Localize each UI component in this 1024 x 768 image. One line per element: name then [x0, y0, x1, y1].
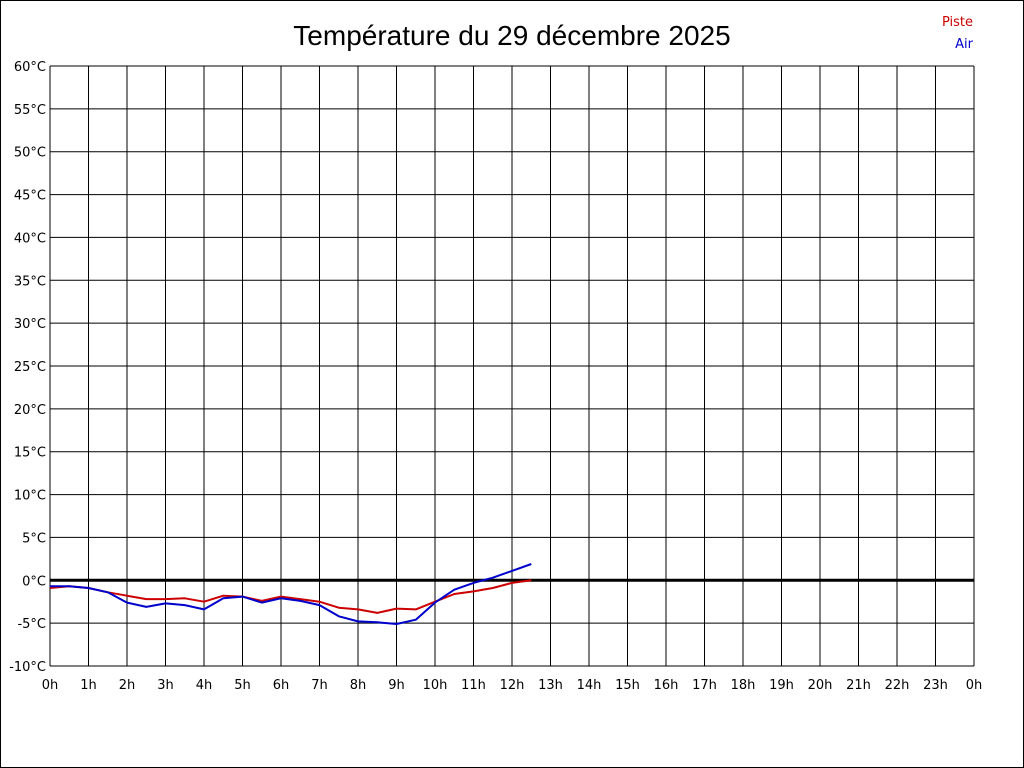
grid	[49, 65, 975, 667]
y-tick-label: 20°C	[14, 403, 46, 418]
y-tick-label: 0°C	[22, 574, 46, 589]
x-tick-label: 3h	[157, 678, 174, 693]
x-tick-label: 20h	[808, 678, 833, 693]
x-tick-label: 5h	[234, 678, 251, 693]
x-tick-label: 13h	[538, 678, 563, 693]
chart-title: Température du 29 décembre 2025	[293, 20, 730, 51]
x-tick-label: 1h	[80, 678, 97, 693]
y-tick-label: -10°C	[9, 660, 46, 675]
x-tick-label: 0h	[42, 678, 59, 693]
x-tick-label: 12h	[500, 678, 525, 693]
y-tick-label: 35°C	[14, 274, 46, 289]
x-axis-tick-labels: 0h 1h 2h 3h 4h 5h 6h 7h 8h 9h 10h 11h 12h 13h 14h 15h 16…	[42, 678, 983, 693]
y-tick-label: 45°C	[14, 189, 46, 204]
y-tick-label: -5°C	[17, 617, 46, 632]
y-tick-label: 25°C	[14, 360, 46, 375]
x-tick-label: 11h	[461, 678, 486, 693]
x-tick-label: 17h	[692, 678, 717, 693]
x-tick-label: 7h	[311, 678, 328, 693]
y-tick-label: 10°C	[14, 489, 46, 504]
y-tick-label: 50°C	[14, 146, 46, 161]
x-tick-label: 6h	[273, 678, 290, 693]
x-tick-label: 9h	[388, 678, 405, 693]
x-tick-label: 22h	[885, 678, 910, 693]
x-tick-label: 15h	[615, 678, 640, 693]
x-tick-label: 8h	[350, 678, 367, 693]
y-tick-label: 15°C	[14, 446, 46, 461]
x-tick-label: 14h	[577, 678, 602, 693]
y-tick-label: 60°C	[14, 60, 46, 75]
legend-entry-piste: Piste	[942, 15, 973, 30]
x-tick-label: 2h	[119, 678, 136, 693]
x-tick-label: 21h	[846, 678, 871, 693]
x-tick-label: 4h	[196, 678, 213, 693]
y-tick-label: 40°C	[14, 231, 46, 246]
x-tick-label: 0h	[966, 678, 983, 693]
x-tick-label: 23h	[923, 678, 948, 693]
y-axis-tick-labels: 60°C 55°C 50°C 45°C 40°C 35°C 30°C 25°C 20°C 15°C…	[9, 60, 46, 675]
data-series	[49, 563, 532, 625]
y-tick-label: 5°C	[22, 531, 46, 546]
y-tick-label: 55°C	[14, 103, 46, 118]
y-tick-label: 30°C	[14, 317, 46, 332]
x-tick-label: 16h	[654, 678, 679, 693]
series-line-air	[50, 563, 532, 625]
x-tick-label: 18h	[731, 678, 756, 693]
x-tick-label: 19h	[769, 678, 794, 693]
legend-entry-air: Air	[955, 37, 974, 52]
series-line-piste	[49, 579, 532, 614]
x-tick-label: 10h	[423, 678, 448, 693]
legend: Piste Air	[942, 15, 974, 52]
